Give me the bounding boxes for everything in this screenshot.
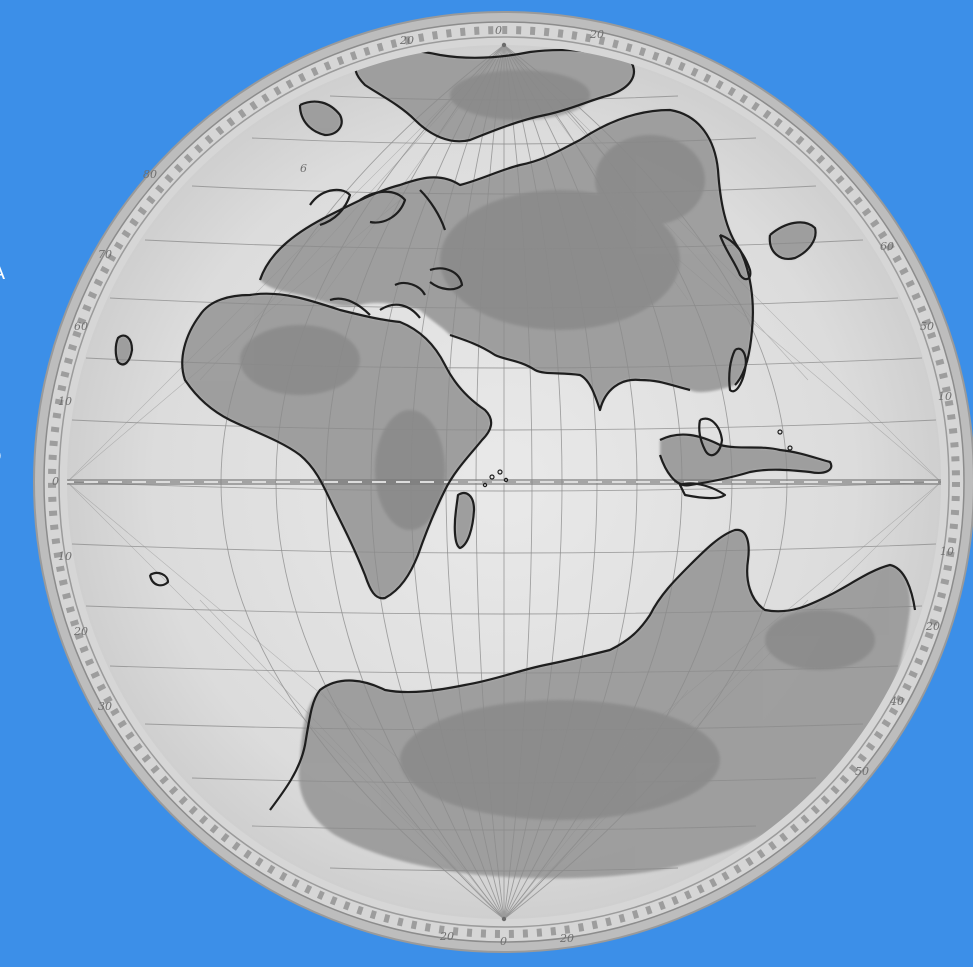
rim-label: 80	[143, 168, 157, 181]
rim-label: 20	[589, 28, 604, 41]
rim-label: 0	[52, 475, 59, 488]
rim-label: 60	[880, 240, 894, 253]
north-pole-point	[502, 43, 506, 47]
rim-label: 20	[559, 932, 574, 945]
rim-label: 30	[98, 700, 112, 713]
rim-label: 60	[74, 320, 88, 333]
rim-label: 20	[73, 625, 88, 638]
rim-label: 20	[925, 620, 940, 633]
rim-label: 40	[889, 695, 904, 708]
rim-label: 20	[439, 930, 454, 943]
rim-label: 10	[58, 550, 72, 563]
rim-label: 70	[98, 248, 112, 261]
rim-label: 20	[399, 34, 414, 47]
margin-note: 6	[300, 162, 307, 175]
south-pole-point	[502, 917, 506, 921]
rim-label: 10	[938, 390, 952, 403]
rim-label: 10	[940, 545, 954, 558]
rim-label: 10	[58, 395, 72, 408]
rim-label: 50	[920, 320, 934, 333]
rim-label: 50	[855, 765, 869, 778]
rim-label: 0	[500, 935, 507, 948]
rim-label: 0	[495, 24, 502, 37]
